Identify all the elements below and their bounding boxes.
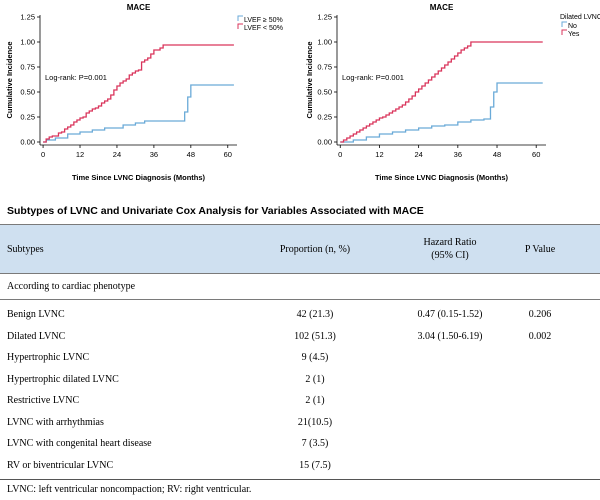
km-plot-lvef: MACE 0.00 0.25 0.50 0.75 1.00 1.25 0 12 24 36 48 60 T… xyxy=(0,0,300,195)
y-axis-label: Cumulative Incidence xyxy=(5,41,14,118)
cell-subtype: RV or biventricular LVNC xyxy=(7,459,114,471)
cell-subtype: LVNC with arrhythmias xyxy=(7,416,104,428)
header-hazard-ratio: Hazard Ratio (95% CI) xyxy=(385,225,515,273)
table-row: Hypertrophic dilated LVNC 2 (1) xyxy=(0,369,600,391)
x-tick-label: 36 xyxy=(454,150,462,159)
legend-label: LVEF < 50% xyxy=(244,25,283,32)
series-line-comparison xyxy=(43,44,234,143)
x-tick-label: 0 xyxy=(338,150,342,159)
y-tick-label: 0.50 xyxy=(317,88,332,97)
header-p-value: P Value xyxy=(524,243,556,255)
cell-p-value xyxy=(505,433,575,455)
cell-subtype: Hypertrophic dilated LVNC xyxy=(7,373,119,385)
header-proportion: Proportion (n, %) xyxy=(279,243,351,255)
y-tick-label: 0.75 xyxy=(317,63,332,72)
cell-p-value xyxy=(505,347,575,369)
subtypes-table: Subtypes Proportion (n, %) Hazard Ratio … xyxy=(0,224,600,500)
cell-hazard-ratio xyxy=(385,433,515,455)
cell-proportion: 21(10.5) xyxy=(297,416,333,428)
cell-hazard-ratio: 0.47 (0.15-1.52) xyxy=(417,309,483,320)
series-line-reference xyxy=(340,82,543,143)
table-row: Hypertrophic LVNC 9 (4.5) xyxy=(0,347,600,369)
header-hazard-ratio-line1: Hazard Ratio xyxy=(423,237,477,248)
log-rank-annotation: Log-rank: P=0.001 xyxy=(45,73,107,82)
table-row: LVNC with arrhythmias 21(10.5) xyxy=(0,412,600,434)
cell-proportion: 9 (4.5) xyxy=(301,352,329,363)
x-tick-label: 24 xyxy=(414,150,422,159)
cell-proportion: 7 (3.5) xyxy=(301,438,329,449)
cell-subtype: Hypertrophic LVNC xyxy=(7,352,90,363)
cell-subtype: Benign LVNC xyxy=(7,309,65,320)
table-row: Restrictive LVNC 2 (1) xyxy=(0,390,600,412)
table-footnote: LVNC: left ventricular noncompaction; RV… xyxy=(0,479,600,500)
series-line-reference xyxy=(43,84,234,143)
x-axis-label: Time Since LVNC Diagnosis (Months) xyxy=(375,173,509,182)
cell-p-value xyxy=(505,390,575,412)
y-tick-label: 0.50 xyxy=(20,88,35,97)
y-tick-label: 0.00 xyxy=(20,138,35,147)
log-rank-annotation: Log-rank: P=0.001 xyxy=(342,73,404,82)
cell-proportion: 42 (21.3) xyxy=(296,309,334,320)
legend-swatch xyxy=(561,29,567,35)
y-tick-label: 0.00 xyxy=(317,138,332,147)
y-tick-label: 0.75 xyxy=(20,63,35,72)
cell-hazard-ratio xyxy=(385,347,515,369)
table-row: RV or biventricular LVNC 15 (7.5) xyxy=(0,455,600,477)
x-tick-label: 12 xyxy=(76,150,84,159)
x-tick-label: 0 xyxy=(41,150,45,159)
section-header-row: According to cardiac phenotype xyxy=(0,274,600,300)
x-tick-label: 24 xyxy=(113,150,121,159)
cell-subtype: LVNC with congenital heart disease xyxy=(7,438,152,449)
legend-title: Dilated LVNC xyxy=(560,14,600,21)
x-tick-label: 48 xyxy=(187,150,195,159)
x-tick-label: 60 xyxy=(224,150,232,159)
table-row: Benign LVNC 42 (21.3) 0.47 (0.15-1.52) 0… xyxy=(0,304,600,326)
cell-hazard-ratio: 3.04 (1.50-6.19) xyxy=(417,330,483,342)
legend-swatch xyxy=(561,21,567,27)
cell-p-value xyxy=(505,412,575,434)
y-axis-label: Cumulative Incidence xyxy=(305,41,314,118)
km-plot-lvef-svg: MACE 0.00 0.25 0.50 0.75 1.00 1.25 0 12 24 36 48 60 T… xyxy=(5,3,283,182)
cell-hazard-ratio xyxy=(385,369,515,391)
chart-title: MACE xyxy=(127,3,151,12)
cell-subtype: Restrictive LVNC xyxy=(7,395,80,406)
x-tick-label: 60 xyxy=(532,150,540,159)
series-line-comparison xyxy=(340,41,543,143)
header-subtypes: Subtypes xyxy=(7,243,44,255)
x-axis-label: Time Since LVNC Diagnosis (Months) xyxy=(72,173,206,182)
y-tick-label: 1.00 xyxy=(20,38,35,47)
x-tick-label: 36 xyxy=(150,150,158,159)
cell-proportion: 2 (1) xyxy=(305,373,325,385)
cell-proportion: 2 (1) xyxy=(305,395,325,406)
y-tick-label: 1.00 xyxy=(317,38,332,47)
chart-title: MACE xyxy=(430,3,454,12)
cell-p-value: 0.002 xyxy=(528,330,552,342)
table-row: LVNC with congenital heart disease 7 (3.… xyxy=(0,433,600,455)
cell-subtype: Dilated LVNC xyxy=(7,330,66,342)
cell-p-value xyxy=(505,369,575,391)
legend-label: Yes xyxy=(568,31,580,38)
km-plot-dilated-svg: MACE 0.00 0.25 0.50 0.75 1.00 1.25 0 12 24 36 48 60 T… xyxy=(305,3,600,182)
y-tick-label: 0.25 xyxy=(317,113,332,122)
y-tick-label: 1.25 xyxy=(317,13,332,22)
x-tick-label: 12 xyxy=(375,150,383,159)
cell-p-value: 0.206 xyxy=(528,309,552,320)
table-title: Subtypes of LVNC and Univariate Cox Anal… xyxy=(7,205,424,217)
km-plot-dilated: MACE 0.00 0.25 0.50 0.75 1.00 1.25 0 12 24 36 48 60 T… xyxy=(300,0,600,195)
table-row: Dilated LVNC 102 (51.3) 3.04 (1.50-6.19)… xyxy=(0,326,600,348)
x-tick-label: 48 xyxy=(493,150,501,159)
header-hazard-ratio-line2: (95% CI) xyxy=(431,250,469,261)
table-header: Subtypes Proportion (n, %) Hazard Ratio … xyxy=(0,224,600,274)
legend-swatch xyxy=(237,23,243,29)
y-tick-label: 1.25 xyxy=(20,13,35,22)
cell-proportion: 102 (51.3) xyxy=(294,330,336,342)
cell-hazard-ratio xyxy=(385,390,515,412)
legend-label: No xyxy=(568,23,577,30)
cell-hazard-ratio xyxy=(385,412,515,434)
cell-proportion: 15 (7.5) xyxy=(299,459,331,471)
legend-label: LVEF ≥ 50% xyxy=(244,17,283,24)
legend-swatch xyxy=(237,15,243,21)
y-tick-label: 0.25 xyxy=(20,113,35,122)
